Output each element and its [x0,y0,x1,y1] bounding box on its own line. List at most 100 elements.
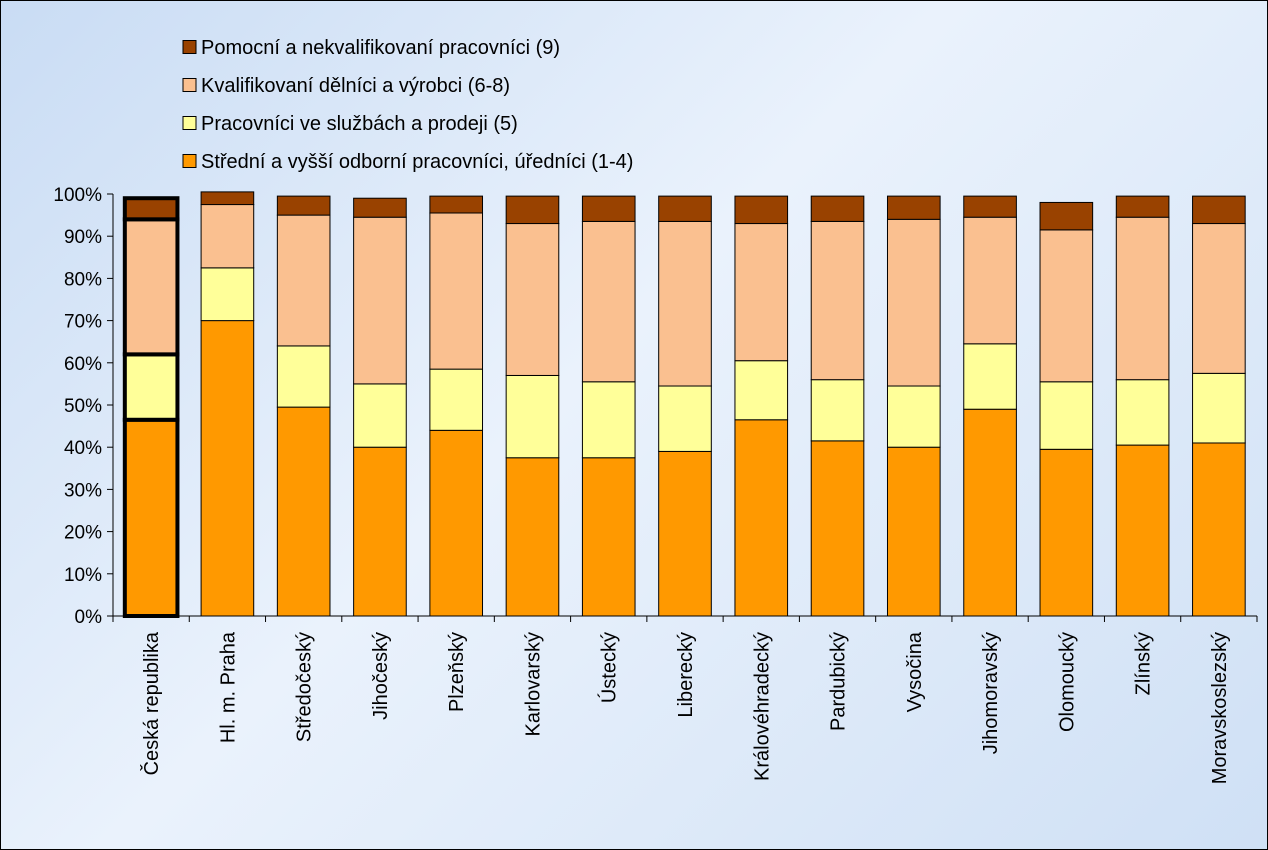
bar-group-karlovarsky [505,195,560,617]
bar-group-plzensky [429,195,484,617]
bar-segment-ustecky-s3 [581,220,636,383]
bar-segment-hl-m-praha-s2 [200,267,255,322]
bar-segment-jihocesky-s3 [353,216,407,385]
legend: Pomocní a nekvalifikovaní pracovníci (9)… [182,37,633,173]
x-category-label: Pardubický [828,632,850,731]
bar-segment-ceska-republika-s2 [122,352,180,422]
bar-group-hl-m-praha [200,191,255,617]
y-tick-label: 60% [64,354,102,375]
x-category-label: Hl. m. Praha [217,631,239,743]
bar-segment-zlinsky-s4 [1115,195,1170,218]
bar-segment-plzensky-s4 [429,195,484,214]
legend-item: Pomocní a nekvalifikovaní pracovníci (9) [182,37,560,59]
bar-segment-ustecky-s2 [581,381,636,459]
x-category-label: Liberecký [675,632,697,718]
bar-segment-hl-m-praha-s1 [200,320,255,617]
x-category-label: Plzeňský [446,632,468,712]
bar-segment-pardubicky-s1 [810,440,865,617]
bar-segment-liberecky-s1 [658,450,712,617]
bar-segment-kralovehradecky-s3 [734,223,789,362]
bar-segment-plzensky-s3 [429,212,484,370]
bar-segment-vysocina-s4 [886,195,941,220]
x-axis: Česká republika Hl. m. Praha Středočeský Ji… [112,615,1258,784]
y-tick-label: 80% [64,269,102,290]
y-tick-label: 0% [75,607,103,628]
bar-segment-karlovarsky-s2 [505,374,560,459]
bar-segment-ceska-republika-s3 [122,217,180,357]
bar-group-jihomoravsky [963,195,1017,617]
bar-segment-vysocina-s2 [886,385,941,448]
legend-swatch [182,116,197,130]
legend-item: Pracovníci ve službách a prodeji (5) [182,113,518,135]
y-tick-label: 100% [53,185,102,206]
legend-label: Pomocní a nekvalifikovaní pracovníci (9) [201,37,560,59]
y-tick-label: 90% [64,227,102,248]
y-tick-label: 30% [64,480,102,501]
x-category-label: Zlínský [1133,632,1155,695]
y-tick-label: 20% [64,523,102,544]
x-category-label: Ústecký [598,632,621,703]
bar-segment-stredocesky-s4 [276,195,331,216]
bar-segment-jihocesky-s1 [353,446,407,617]
bar-segment-zlinsky-s2 [1115,379,1170,446]
legend-label: Střední a vyšší odborní pracovníci, úřed… [201,151,633,173]
bar-segment-zlinsky-s3 [1115,216,1170,381]
legend-swatch [182,40,197,54]
bar-group-stredocesky [276,195,331,617]
bar-segment-moravskoslezsky-s2 [1192,372,1246,444]
bar-segment-moravskoslezsky-s4 [1192,195,1246,225]
bar-group-pardubicky [810,195,865,617]
bar-segment-olomoucky-s3 [1039,229,1094,383]
bar-segment-liberecky-s2 [658,385,712,452]
bar-segment-pardubicky-s4 [810,195,865,222]
bar-segment-jihocesky-s4 [353,197,407,218]
y-axis: 0% 10% 20% 30% 40% 50% 60% 70% 80% 90% 100% [53,185,114,628]
bar-segment-karlovarsky-s4 [505,195,560,225]
y-tick-label: 50% [64,396,102,417]
bar-segment-karlovarsky-s1 [505,457,560,617]
plot-area [122,191,1246,618]
bar-segment-plzensky-s1 [429,429,484,617]
bar-group-kralovehradecky [734,195,789,617]
bar-segment-olomoucky-s1 [1039,448,1094,617]
bar-segment-plzensky-s2 [429,368,484,431]
bar-group-moravskoslezsky [1192,195,1246,617]
bar-segment-zlinsky-s1 [1115,444,1170,617]
bar-segment-hl-m-praha-s4 [200,191,255,206]
bar-segment-moravskoslezsky-s3 [1192,223,1246,374]
x-category-label: Středočeský [294,632,316,742]
bar-segment-pardubicky-s2 [810,379,865,442]
legend-label: Pracovníci ve službách a prodeji (5) [201,113,518,135]
bar-segment-moravskoslezsky-s1 [1192,442,1246,617]
x-category-label: Karlovarský [522,632,544,736]
bar-group-vysocina [886,195,941,617]
x-category-label: Česká republika [140,631,163,775]
bar-segment-olomoucky-s4 [1039,201,1094,231]
bar-segment-ceska-republika-s4 [122,196,180,222]
bar-group-ustecky [581,195,636,617]
bar-segment-jihomoravsky-s4 [963,195,1017,218]
legend-item: Střední a vyšší odborní pracovníci, úřed… [182,151,633,173]
x-category-label: Královéhradecký [751,632,773,781]
y-tick-label: 10% [64,565,102,586]
y-tick-label: 70% [64,312,102,333]
bar-segment-pardubicky-s3 [810,220,865,381]
x-category-label: Moravskoslezský [1209,632,1231,784]
bar-segment-jihomoravsky-s1 [963,408,1017,617]
legend-swatch [182,154,197,168]
bar-group-jihocesky [353,197,407,617]
bar-segment-ustecky-s1 [581,457,636,617]
bar-segment-stredocesky-s3 [276,214,331,347]
bar-segment-kralovehradecky-s2 [734,360,789,421]
legend-label: Kvalifikovaní dělníci a výrobci (6-8) [201,75,510,97]
x-category-label: Olomoucký [1056,632,1078,732]
bar-segment-karlovarsky-s3 [505,223,560,376]
bar-group-zlinsky [1115,195,1170,617]
bar-segment-jihomoravsky-s2 [963,343,1017,410]
bar-segment-vysocina-s3 [886,218,941,387]
bar-segment-liberecky-s3 [658,220,712,387]
bar-segment-kralovehradecky-s1 [734,419,789,617]
bar-segment-jihocesky-s2 [353,383,407,448]
